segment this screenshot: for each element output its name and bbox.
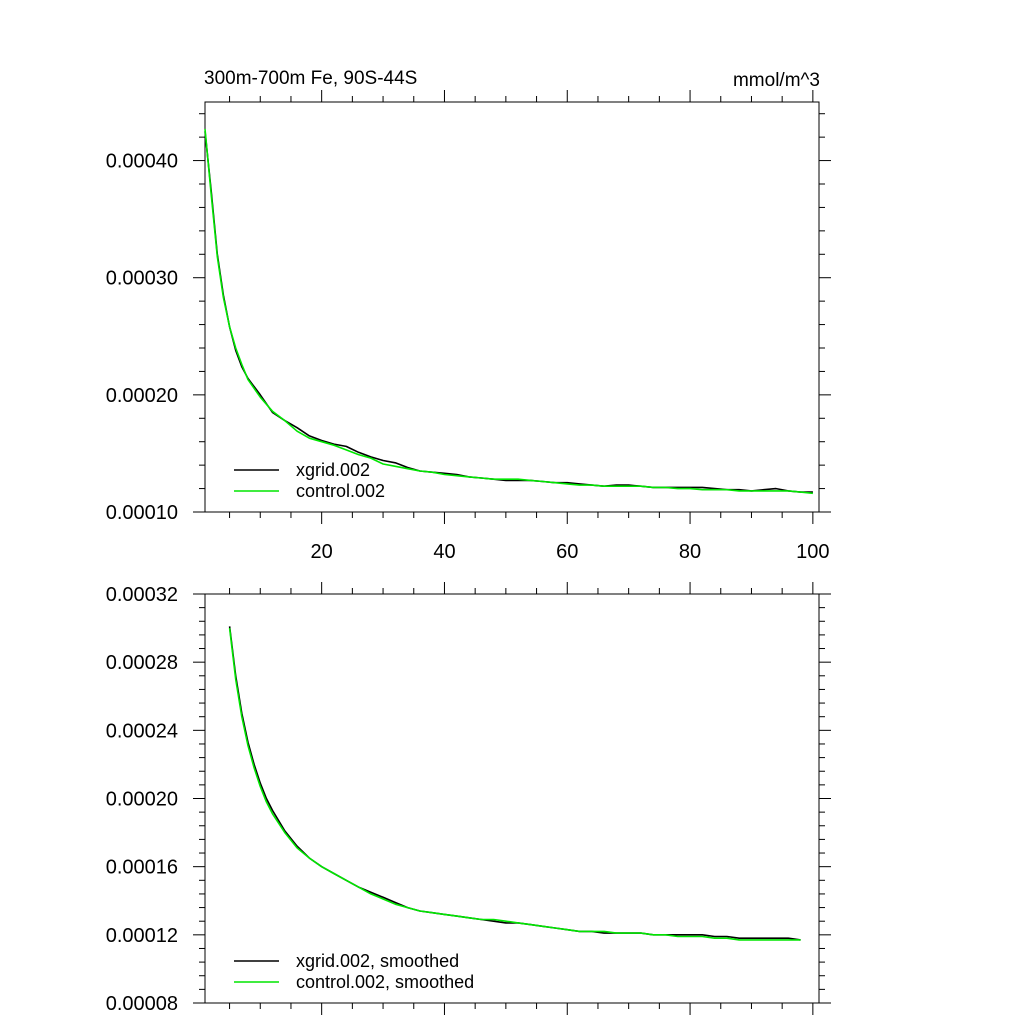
series-line-1 [228,628,801,941]
y-tick-label: 0.00016 [106,857,178,879]
legend-label-1: control.002 [296,481,385,501]
series-line-1 [204,128,813,495]
series-line-0 [228,626,801,941]
legend-label-1: control.002, smoothed [296,972,474,992]
y-tick-label: 0.00008 [106,993,178,1015]
y-tick-label: 0.00024 [106,720,178,742]
units-label: mmol/m^3 [733,70,820,91]
plot-frame [204,593,820,1004]
y-tick-label: 0.00028 [106,652,178,674]
x-tick-label: 20 [311,541,333,563]
x-tick-label: 40 [433,541,455,563]
y-tick-label: 0.00032 [106,584,178,606]
y-tick-label: 0.00010 [106,502,178,524]
y-tick-label: 0.00040 [106,151,178,173]
y-tick-label: 0.00020 [106,789,178,811]
x-tick-label: 80 [679,541,701,563]
y-tick-label: 0.00012 [106,925,178,947]
y-tick-label: 0.00030 [106,268,178,290]
series-line-0 [204,131,813,493]
plot-frame [204,101,820,513]
legend-label-0: xgrid.002, smoothed [296,951,459,971]
chart-title: 300m-700m Fe, 90S-44S [204,68,417,89]
top-chart-panel: 20 40 60 80 100 0.00010 0.00020 0.00030 0.00040 x… [106,68,831,563]
x-tick-label: 100 [796,541,829,563]
bottom-chart-panel: 0.00008 0.00012 0.00016 0.00020 0.00024 0.000… [106,582,831,1015]
x-tick-label: 60 [556,541,578,563]
legend-label-0: xgrid.002 [296,460,370,480]
y-tick-label: 0.00020 [106,385,178,407]
